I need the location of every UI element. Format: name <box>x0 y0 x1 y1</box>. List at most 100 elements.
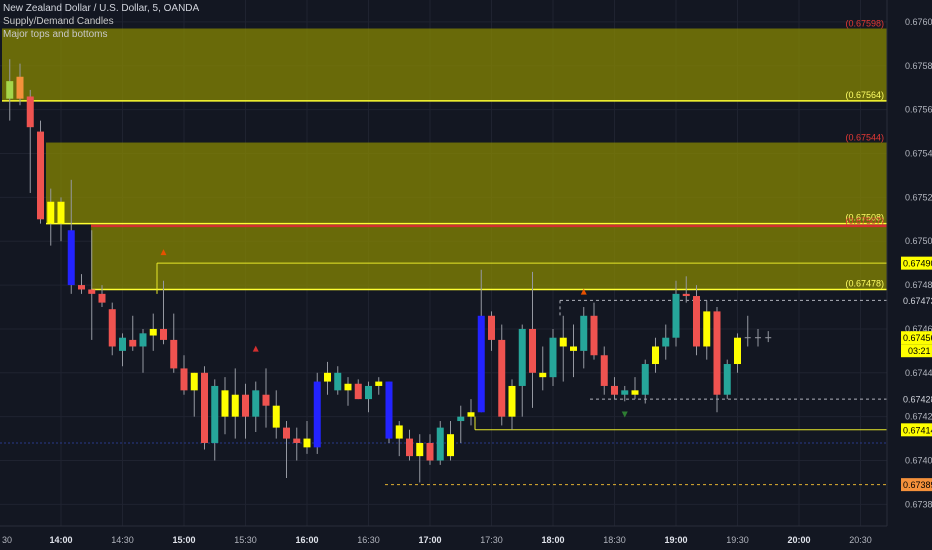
candle-body <box>37 131 44 220</box>
price-tag <box>901 478 932 492</box>
x-tick-label: 17:00 <box>418 535 441 545</box>
candles <box>6 59 772 483</box>
x-tick-label: 14:00 <box>49 535 72 545</box>
candle-body <box>344 383 352 391</box>
top-marker-icon <box>160 249 167 256</box>
supply-zone <box>2 28 887 101</box>
candle-body <box>283 427 290 439</box>
candle-body <box>119 337 126 351</box>
x-tick-label: 19:00 <box>664 535 687 545</box>
x-tick-label: 16:00 <box>295 535 318 545</box>
candle-body <box>139 333 147 347</box>
candle-body <box>129 339 137 347</box>
candle-body <box>149 328 157 336</box>
price-tag-text: 0.67389 <box>903 480 932 490</box>
candle-body <box>600 355 608 386</box>
time-axis: 30 14:00 14:30 15:00 15:30 16:00 16:30 17:00 17:… <box>0 525 932 550</box>
candle-body <box>447 434 454 457</box>
candle-body <box>641 364 649 395</box>
candle-body <box>498 339 506 417</box>
x-tick-label: 15:30 <box>234 535 257 545</box>
candle-body <box>88 289 96 294</box>
price-tag-text: 0.67456 <box>903 333 932 343</box>
x-tick-label: 19:30 <box>726 535 749 545</box>
candle-body <box>242 394 249 417</box>
candle-body <box>78 285 85 290</box>
candle-body <box>160 328 167 340</box>
candle-body <box>293 438 301 443</box>
candle-body <box>477 315 485 413</box>
candle-body <box>170 339 178 369</box>
candle-body <box>262 394 270 406</box>
x-tick-label: 20:30 <box>849 535 872 545</box>
candle-body <box>723 364 731 395</box>
candle-body <box>272 405 280 428</box>
candle-body <box>621 390 629 395</box>
price-tag <box>901 392 932 406</box>
candle-body <box>180 368 188 391</box>
candle-body <box>734 337 741 365</box>
candle-body <box>693 296 700 347</box>
zone-top-label: (0.67507) <box>845 216 884 226</box>
candle-body <box>201 372 208 443</box>
x-tick-label: 20:00 <box>787 535 810 545</box>
candle-body <box>231 394 239 417</box>
candle-body <box>539 372 547 378</box>
candle-body <box>395 425 403 439</box>
candle-body <box>47 201 55 224</box>
top-marker-icon <box>580 288 587 295</box>
candle-body <box>518 328 526 386</box>
symbol-title[interactable]: New Zealand Dollar / U.S. Dollar, 5, OAN… <box>3 3 200 14</box>
candle-body <box>313 381 321 448</box>
zone-bottom-label: (0.67478) <box>845 278 884 288</box>
countdown-tag <box>901 344 932 358</box>
indicator-tops-bottoms[interactable]: Major tops and bottoms <box>3 29 108 40</box>
candle-body <box>703 311 711 347</box>
candle-body <box>426 442 434 461</box>
candle-body <box>713 311 721 395</box>
candle-body <box>467 412 475 417</box>
candle-body <box>457 416 465 422</box>
candle-body <box>611 385 618 395</box>
zone-bottom-label: (0.67564) <box>845 90 884 100</box>
candle-body <box>108 309 116 347</box>
price-tag-text: 0.67473 <box>903 296 932 306</box>
candle-body <box>6 81 14 99</box>
candle-body <box>436 427 444 461</box>
candle-body <box>652 346 659 365</box>
zone-bottom-label: (0.67508) <box>845 213 884 223</box>
x-tick-label: 15:00 <box>172 535 195 545</box>
candle-body <box>375 381 383 386</box>
price-tag-text: 0.67414 <box>903 425 932 435</box>
time-axis-bg <box>0 526 932 550</box>
candle-body <box>252 390 260 417</box>
candle-body <box>662 337 670 347</box>
candle-body <box>672 293 680 338</box>
candle-body <box>682 293 690 297</box>
supply-zone <box>46 142 887 224</box>
candle-body <box>559 337 567 347</box>
zone-top-label: (0.67598) <box>845 19 884 29</box>
price-tag <box>901 293 932 307</box>
supply-zone <box>91 225 887 290</box>
candle-body <box>365 385 372 400</box>
candle-body <box>221 390 229 417</box>
x-tick-label: 18:00 <box>541 535 564 545</box>
candle-body <box>385 381 393 439</box>
indicator-supply-demand[interactable]: Supply/Demand Candles <box>3 16 114 27</box>
candle-body <box>67 230 75 286</box>
candle-body <box>26 96 34 128</box>
countdown-text: 03:21 <box>908 346 931 356</box>
candle-body <box>549 337 557 378</box>
